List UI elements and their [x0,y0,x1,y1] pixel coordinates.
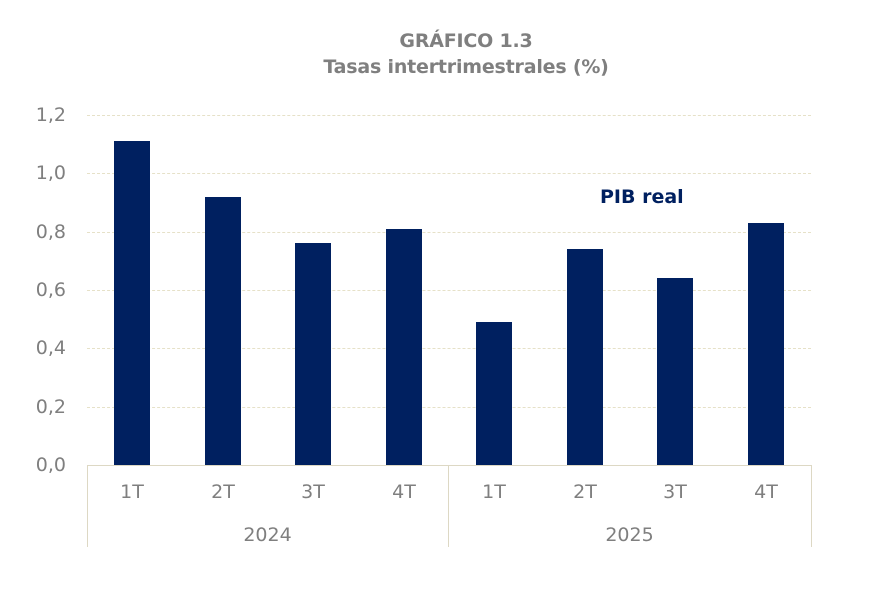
x-tick-label: 1T [120,481,144,503]
axis-group-divider [448,465,449,547]
gridline [87,173,811,174]
x-tick-label: 3T [301,481,325,503]
x-tick-label: 4T [754,481,778,503]
axis-left-divider [87,465,88,547]
x-tick-label: 4T [392,481,416,503]
gridline [87,407,811,408]
bar [204,196,241,465]
bar [657,278,694,465]
y-tick-label: 1,0 [35,162,66,184]
y-tick-label: 0,0 [35,454,66,476]
bar [747,222,784,465]
y-tick-label: 0,4 [35,337,66,359]
chart-subtitle: Tasas intertrimestrales (%) [323,56,609,78]
x-tick-label: 2T [573,481,597,503]
y-tick-label: 0,8 [35,221,66,243]
y-tick-label: 0,6 [35,279,66,301]
x-tick-label: 3T [663,481,687,503]
series-annotation-label: PIB real [600,186,684,208]
gridline [87,348,811,349]
bar [114,141,151,465]
y-tick-label: 0,2 [35,396,66,418]
bar [385,228,422,465]
bar [476,322,513,465]
y-tick-label: 1,2 [35,104,66,126]
x-tick-label: 1T [482,481,506,503]
gridline [87,290,811,291]
x-tick-label: 2T [211,481,235,503]
gridline [87,115,811,116]
x-axis-line [87,465,812,466]
axis-right-divider [811,465,812,547]
x-group-label-2025: 2025 [605,524,654,546]
bar [295,243,332,465]
x-group-label-2024: 2024 [243,524,292,546]
bar [566,249,603,465]
chart-title: GRÁFICO 1.3 [399,30,533,52]
gridline [87,232,811,233]
